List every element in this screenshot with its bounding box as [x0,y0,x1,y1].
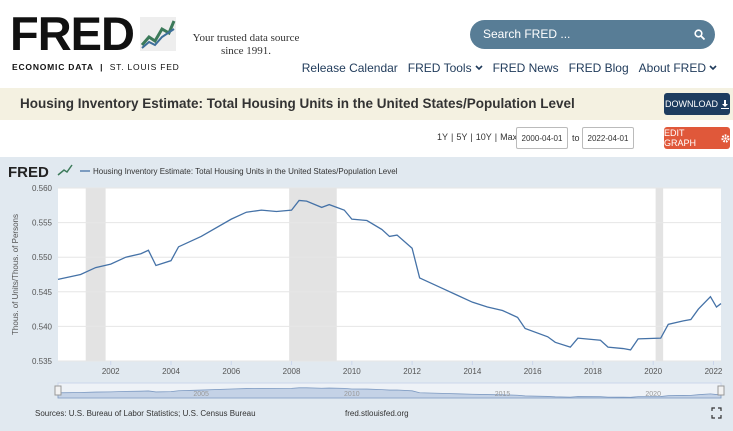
legend-label: Housing Inventory Estimate: Total Housin… [93,167,398,176]
y-tick-label: 0.535 [32,357,53,366]
navigator-area [57,387,722,399]
navigator-handle[interactable] [717,385,725,396]
range-selector: 1Y | 5Y | 10Y | Max [437,132,518,142]
gear-icon [721,133,730,143]
navigator-tick-label: 2015 [495,391,511,398]
source: Sources: U.S. Bureau of Labor Statistics… [35,409,256,418]
x-tick-label: 2002 [102,367,120,376]
x-tick-label: 2012 [403,367,421,376]
end-date[interactable]: 2022-04-01 [582,127,634,149]
y-tick-label: 0.560 [32,184,53,193]
y-tick-label: 0.555 [32,219,53,228]
range[interactable]: 1Y [437,132,449,142]
url: fred.stlouisfed.org [345,409,409,418]
nav-label: FRED News [492,61,559,75]
nav-label: About FRED [638,61,706,75]
nav-item[interactable]: FRED Blog [569,61,629,75]
plot-area [58,188,721,361]
x-tick-label: 2010 [343,367,361,376]
nav-label: Release Calendar [301,61,398,75]
button-label: DOWNLOAD [664,99,718,109]
x-tick-label: 2008 [283,367,301,376]
navigator-tick-label: 2005 [193,391,209,398]
download-icon [721,99,729,109]
nav-item[interactable]: FRED News [493,61,559,75]
navigator-tick-label: 2020 [645,391,661,398]
series-title: Housing Inventory Estimate: Total Housin… [20,96,575,111]
search-icon[interactable] [694,29,705,40]
recession-shade [655,188,664,361]
x-tick-label: 2018 [584,367,602,376]
x-tick-label: 2014 [463,367,481,376]
y-axis-label: Thous. of Units/Thous. of Persons [11,214,20,335]
y-tick-label: 0.550 [32,253,53,262]
edit-graph-button[interactable]: EDIT GRAPH [664,127,730,149]
x-tick-label: 2006 [222,367,240,376]
x-tick-label: 2022 [705,367,723,376]
start-date[interactable]: 2000-04-01 [516,127,568,149]
logo-icon [140,17,176,51]
logo-right: ST. LOUIS FED [109,62,180,72]
caret [709,65,717,71]
navigator-tick-label: 2010 [344,391,360,398]
logo[interactable]: FRED [10,7,135,60]
nav-item[interactable]: FRED Tools [408,61,483,75]
navigator-handle[interactable] [54,385,62,396]
button-label: EDIT GRAPH [664,128,697,148]
nav: Release Calendar FRED Tools FRED News FR… [302,61,717,75]
search-placeholder: Search FRED ... [483,27,571,41]
range[interactable]: 5Y [456,132,468,142]
logo-left: ECONOMIC DATA [12,62,94,72]
chart-logo-icon [57,164,73,176]
nav-label: FRED Blog [568,61,629,75]
x-tick-label: 2020 [644,367,662,376]
fullscreen-icon[interactable] [711,407,722,419]
search-box[interactable]: Search FRED ... [470,20,715,49]
range[interactable]: Max [500,132,518,142]
y-tick-label: 0.540 [32,322,53,331]
y-tick-label: 0.545 [32,288,53,297]
recession-shade [85,188,106,361]
tagline: Your trusted data source since 1991. [190,32,302,58]
x-tick-label: 2016 [524,367,542,376]
logo-subtitle: ECONOMIC DATA | ST. LOUIS FED [12,62,180,72]
range[interactable]: 10Y [475,132,492,142]
data-line [57,199,722,351]
to-label: to [572,133,580,143]
x-tick-label: 2004 [162,367,180,376]
nav-label: FRED Tools [407,61,472,75]
chart: FRED 0.535 0.540 0.545 0.550 0.555 0.560 2002 2… [0,157,733,431]
tagline-line: since 1991. [220,45,272,57]
caret [475,65,483,71]
title-bar [0,88,733,120]
recession-shade [289,188,337,361]
download-button[interactable]: DOWNLOAD [664,93,730,115]
nav-item[interactable]: Release Calendar [302,61,398,75]
tagline-line: Your trusted data source [192,32,300,44]
nav-item[interactable]: About FRED [639,61,717,75]
chart-logo: FRED [8,164,49,181]
